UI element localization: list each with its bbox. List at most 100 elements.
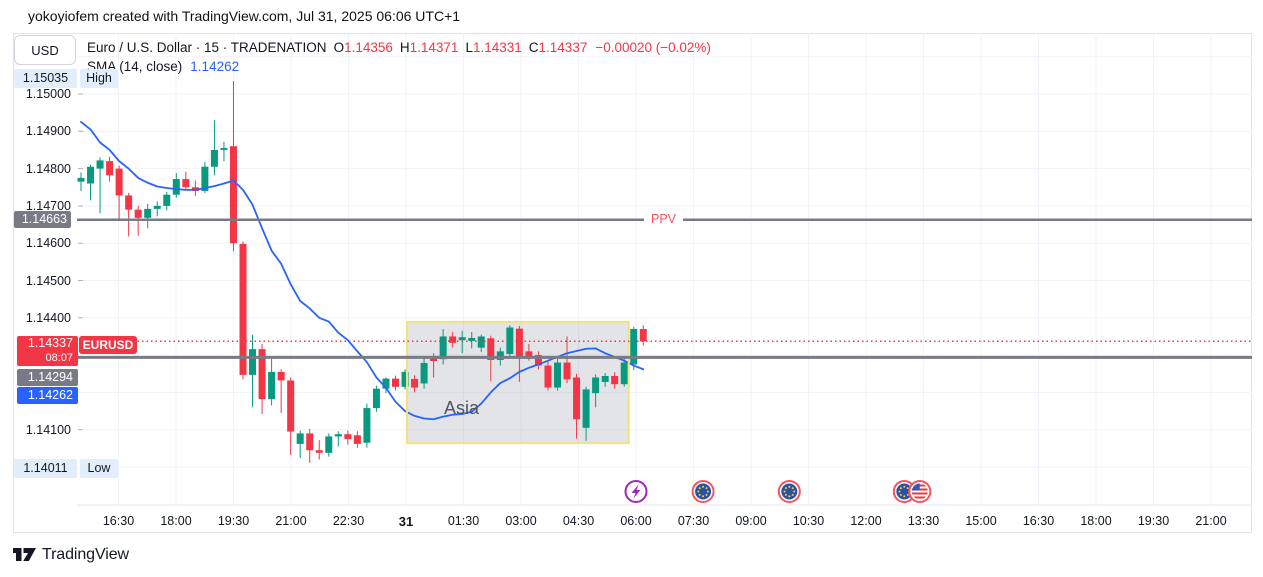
candle-body: [573, 377, 581, 420]
tradingview-logo[interactable]: TradingView: [13, 546, 129, 564]
candle-body: [611, 375, 619, 385]
last-price-axis-label: 1.14337 08:07: [17, 336, 78, 366]
sma-axis-label: 1.14262: [17, 387, 78, 404]
candle-body: [87, 166, 95, 184]
candle-body: [401, 371, 409, 387]
time-tick-label: 31: [398, 514, 414, 529]
close-value: 1.14337: [538, 40, 588, 55]
attribution-text: yokoyiofem created with TradingView.com,…: [28, 8, 461, 24]
candle-body: [630, 328, 638, 365]
candle-body: [582, 389, 590, 428]
candle-body: [391, 378, 399, 387]
candle-body: [277, 371, 285, 381]
candle-body: [563, 362, 571, 380]
candle-body: [96, 160, 104, 169]
price-tick-label: 1.15000: [25, 87, 71, 101]
time-tick-label: 15:00: [965, 514, 997, 528]
candle-body: [344, 434, 352, 440]
time-tick-label: 06:00: [620, 514, 652, 528]
candle-body: [515, 328, 523, 357]
candle-body: [153, 205, 161, 209]
time-tick-label: 19:30: [217, 514, 250, 528]
low-price-chip: 1.14011: [14, 459, 77, 478]
price-tick-label: 1.14800: [25, 161, 71, 176]
candle-body: [258, 349, 266, 400]
candle-body: [315, 450, 323, 453]
candle-body: [163, 194, 171, 206]
high-label: H: [399, 40, 410, 55]
eu-economic-event-icon[interactable]: [777, 480, 801, 503]
time-tick-label: 10:30: [792, 514, 825, 528]
ppv-line-label: PPV: [645, 212, 682, 227]
high-price-chip: 1.15035: [14, 69, 77, 88]
candle-body: [325, 436, 333, 453]
eu-economic-event-icon[interactable]: [691, 480, 715, 503]
session-event-icon[interactable]: [624, 480, 648, 503]
asia-session-label: Asia: [444, 398, 480, 418]
time-tick-label: 07:30: [677, 514, 710, 528]
last-price-value: 1.14337: [27, 336, 73, 350]
eu-us-economic-event-icon[interactable]: [892, 480, 932, 503]
high-value: 1.14371: [409, 40, 459, 55]
asia-session-box-border: [406, 320, 630, 445]
time-tick-label: 12:00: [850, 514, 882, 528]
price-tick-label: 1.14100: [25, 422, 71, 437]
candle-body: [115, 168, 123, 196]
candle-body: [534, 355, 542, 366]
candle-body: [125, 195, 133, 210]
candle-body: [249, 349, 257, 375]
candle-body: [306, 433, 314, 451]
candle-body: [458, 337, 466, 341]
candle-body: [363, 408, 371, 443]
tradingview-logo-icon: [13, 548, 36, 561]
candle-body: [525, 351, 533, 359]
candle-body: [144, 208, 152, 218]
bar-countdown: 08:07: [45, 352, 73, 364]
price-tick-label: 1.14700: [25, 198, 71, 213]
candle-body: [601, 375, 609, 382]
symbol-legend: Euro / U.S. Dollar · 15 · TRADENATION O1.…: [87, 39, 711, 76]
chart-widget-frame: [13, 33, 1252, 533]
high-text-chip: High: [80, 69, 118, 88]
candle-body: [134, 209, 142, 218]
candle-body: [592, 377, 600, 394]
price-tick-label: 1.14600: [25, 236, 71, 251]
candle-body: [382, 378, 390, 389]
candle-body: [544, 365, 552, 388]
candle-body: [449, 336, 457, 343]
open-label: O: [333, 40, 345, 55]
candle-body: [182, 179, 190, 188]
candle-body: [477, 336, 485, 348]
time-tick-label: 04:30: [562, 514, 595, 528]
time-tick-label: 09:00: [735, 514, 767, 528]
candle-body: [106, 161, 114, 176]
candle-body: [487, 338, 495, 360]
price-tick-label: 1.14900: [25, 124, 71, 139]
currency-toggle-button[interactable]: USD: [14, 35, 76, 65]
time-tick-label: 21:00: [275, 514, 307, 528]
tradingview-logo-text: TradingView: [42, 546, 129, 563]
candle-body: [334, 434, 342, 437]
open-value: 1.14356: [344, 40, 393, 55]
candle-body: [268, 371, 276, 400]
candle-body: [296, 433, 304, 444]
candle-body: [439, 336, 447, 360]
symbol-title[interactable]: Euro / U.S. Dollar · 15 · TRADENATION: [87, 40, 327, 55]
low-value: 1.14331: [472, 40, 522, 55]
candle-body: [468, 337, 476, 341]
time-tick-label: 16:30: [102, 514, 135, 528]
time-tick-label: 13:30: [907, 514, 940, 528]
candle-body: [210, 149, 218, 167]
time-tick-label: 03:00: [505, 514, 537, 528]
time-tick-label: 18:00: [1080, 514, 1112, 528]
candle-body: [639, 328, 647, 342]
time-tick-label: 21:00: [1195, 514, 1227, 528]
candle-body: [201, 166, 209, 191]
time-tick-label: 01:30: [447, 514, 480, 528]
time-tick-label: 22:30: [332, 514, 365, 528]
change-value: −0.00020 (−0.02%): [595, 40, 711, 55]
candle-body: [620, 362, 628, 385]
gray-line-axis-label: 1.14294: [17, 369, 78, 386]
candle-body: [229, 146, 237, 244]
